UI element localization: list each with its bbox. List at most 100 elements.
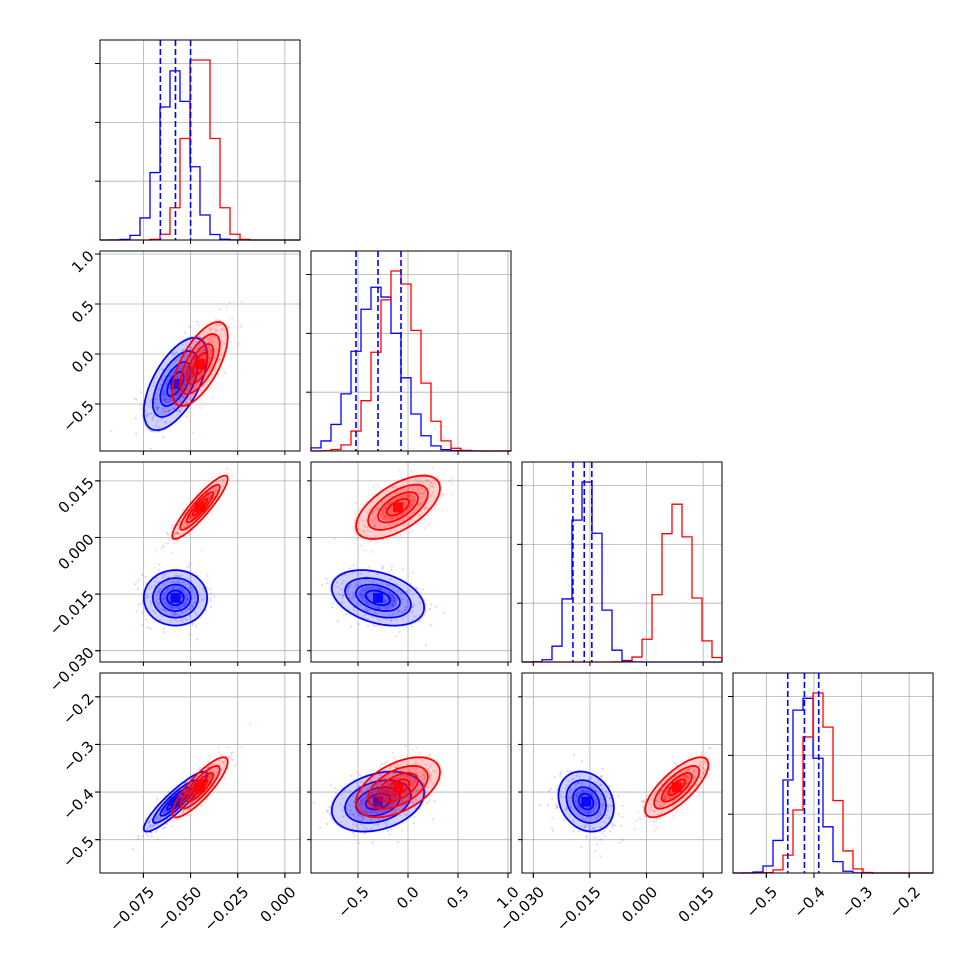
scatter-point	[149, 824, 152, 827]
scatter-point	[363, 590, 366, 593]
scatter-point	[158, 568, 161, 572]
scatter-point	[155, 830, 158, 833]
scatter-point	[403, 501, 406, 504]
density-contour	[367, 765, 429, 810]
scatter-point	[222, 760, 225, 763]
scatter-point	[416, 771, 419, 775]
scatter-point	[384, 515, 387, 518]
scatter-point	[137, 837, 140, 840]
scatter-point	[193, 357, 196, 360]
scatter-point	[358, 773, 361, 777]
scatter-point	[429, 482, 432, 485]
scatter-points	[334, 467, 454, 553]
scatter-point	[186, 594, 189, 597]
scatter-point	[655, 827, 658, 830]
scatter-point	[219, 323, 222, 326]
scatter-point	[163, 627, 166, 630]
scatter-point	[613, 824, 616, 827]
scatter-point	[189, 389, 193, 392]
scatter-point	[209, 494, 212, 497]
scatter-point	[390, 594, 393, 598]
scatter-point	[693, 769, 696, 772]
scatter-point	[177, 606, 180, 610]
y-tick-label: −0.2	[59, 690, 97, 728]
scatter-point	[640, 799, 644, 803]
scatter-point	[419, 488, 423, 491]
scatter-point	[365, 601, 368, 604]
scatter-point	[341, 601, 344, 604]
scatter-point	[402, 768, 405, 771]
scatter-point	[148, 820, 151, 823]
scatter-points	[618, 746, 712, 844]
scatter-point	[584, 824, 588, 827]
scatter-point	[212, 770, 215, 773]
scatter-point	[143, 608, 146, 611]
scatter-point	[193, 601, 196, 604]
scatter-point	[404, 605, 407, 609]
scatter-point	[372, 485, 375, 488]
scatter-point	[388, 523, 391, 526]
scatter-point	[209, 588, 212, 591]
scatter-point	[389, 796, 392, 800]
scatter-point	[177, 523, 180, 527]
scatter-point	[560, 794, 563, 797]
scatter-point	[171, 606, 174, 610]
scatter-point	[189, 795, 192, 798]
scatter-point	[149, 413, 152, 416]
scatter-point	[360, 794, 363, 797]
scatter-point	[341, 808, 344, 812]
scatter-point	[422, 770, 426, 773]
scatter-point	[411, 800, 414, 803]
x-tick-label: −0.4	[790, 883, 828, 921]
scatter-point	[366, 529, 369, 532]
scatter-point	[351, 597, 354, 600]
scatter-point	[352, 800, 355, 803]
scatter-point	[575, 799, 578, 802]
scatter-point	[178, 410, 181, 413]
scatter-point	[382, 566, 385, 569]
scatter-point	[364, 578, 367, 581]
scatter-point	[386, 503, 390, 506]
scatter-point	[608, 816, 612, 819]
scatter-point	[209, 769, 212, 773]
scatter-point	[155, 549, 158, 552]
scatter-point	[432, 482, 435, 485]
scatter-point	[405, 493, 408, 496]
scatter-point	[418, 491, 422, 495]
scatter-point	[430, 494, 433, 498]
scatter-point	[581, 789, 584, 793]
scatter-point	[226, 467, 229, 470]
scatter-point	[154, 401, 157, 404]
scatter-point	[685, 770, 688, 773]
scatter-point	[550, 787, 553, 790]
x-tick-label: −0.2	[885, 883, 923, 921]
scatter-point	[208, 497, 211, 500]
scatter-point	[168, 801, 171, 804]
scatter-point	[385, 825, 388, 828]
density-peak	[170, 592, 181, 603]
scatter-point	[658, 798, 662, 801]
scatter-point	[393, 598, 396, 601]
scatter-point	[353, 591, 356, 594]
axes-frame	[99, 250, 301, 452]
scatter-point	[340, 582, 344, 585]
scatter-point	[215, 489, 218, 492]
histogram-panel-1	[306, 250, 512, 455]
scatter-point	[185, 619, 188, 622]
scatter-point	[370, 779, 373, 782]
scatter-point	[659, 805, 662, 808]
scatter-point	[330, 784, 333, 787]
scatter-point	[700, 753, 703, 756]
scatter-point	[418, 619, 421, 623]
scatter-point	[635, 819, 638, 822]
scatter-point	[403, 505, 406, 508]
scatter-point	[185, 602, 188, 605]
scatter-point	[670, 790, 673, 794]
scatter-point	[352, 564, 355, 567]
scatter-point	[174, 398, 177, 401]
scatter-point	[403, 504, 406, 507]
scatter-point	[428, 771, 432, 774]
scatter-point	[206, 496, 209, 499]
scatter-point	[664, 793, 667, 797]
scatter-point	[181, 402, 184, 405]
